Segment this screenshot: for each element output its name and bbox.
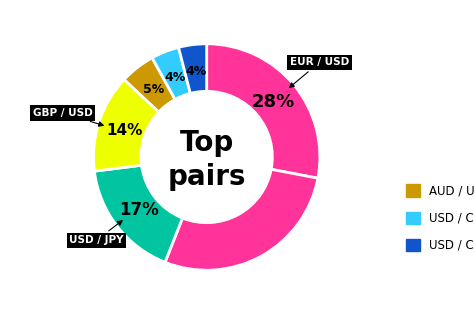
Text: 4%: 4% xyxy=(185,65,207,78)
Text: EUR / USD: EUR / USD xyxy=(290,57,349,88)
Wedge shape xyxy=(165,169,318,270)
Text: 17%: 17% xyxy=(119,201,159,219)
Legend: AUD / USD, USD / CHF, USD / CAD: AUD / USD, USD / CHF, USD / CAD xyxy=(406,184,474,252)
Wedge shape xyxy=(124,58,175,112)
Wedge shape xyxy=(94,165,182,262)
Text: pairs: pairs xyxy=(167,163,246,191)
Wedge shape xyxy=(207,44,320,178)
Wedge shape xyxy=(152,47,191,100)
Text: 4%: 4% xyxy=(164,71,186,84)
Wedge shape xyxy=(179,44,207,93)
Text: 28%: 28% xyxy=(251,93,295,111)
Text: 14%: 14% xyxy=(107,123,143,138)
Text: USD / JPY: USD / JPY xyxy=(69,221,124,245)
Text: GBP / USD: GBP / USD xyxy=(33,108,103,126)
Wedge shape xyxy=(93,79,159,171)
Text: Top: Top xyxy=(180,129,234,157)
Text: 5%: 5% xyxy=(143,83,164,95)
